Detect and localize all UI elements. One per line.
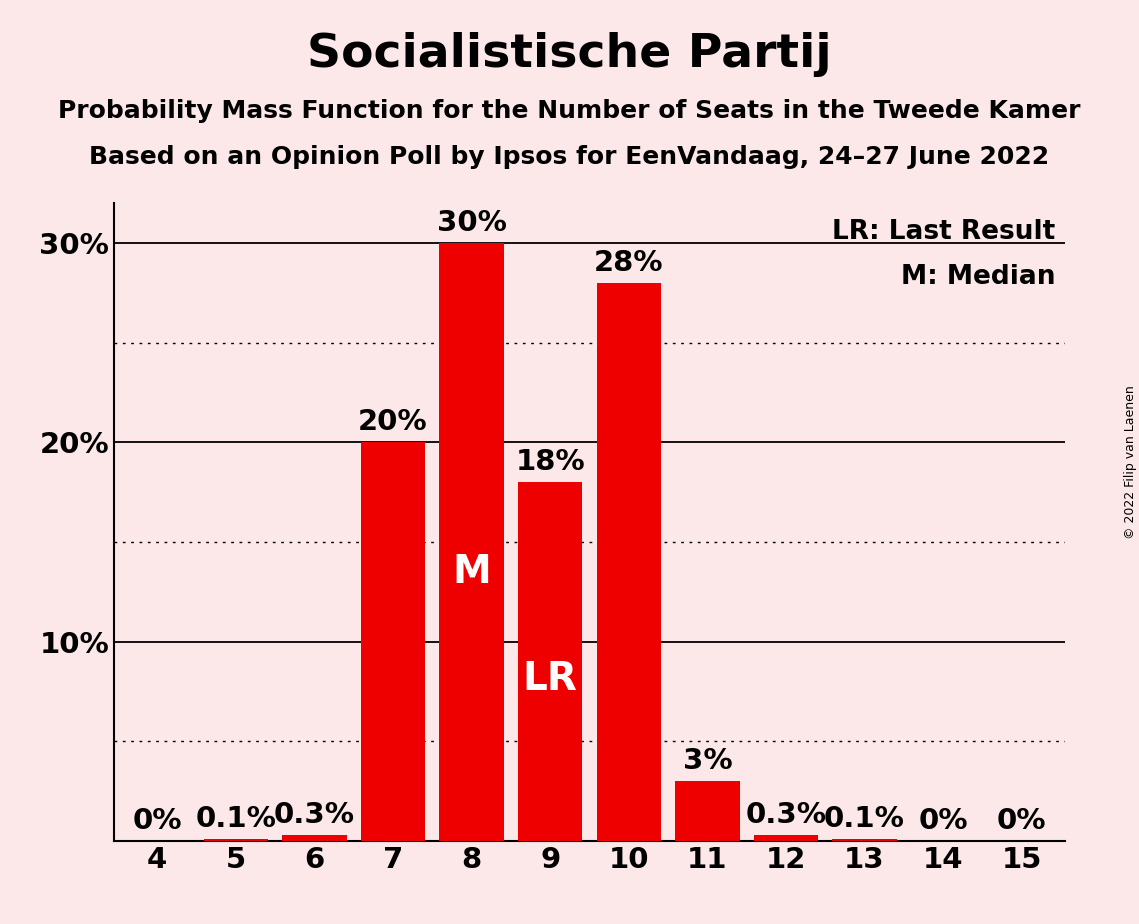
Bar	[675, 781, 739, 841]
Text: M: Median: M: Median	[901, 264, 1056, 290]
Text: 0.3%: 0.3%	[745, 801, 827, 829]
Text: Socialistische Partij: Socialistische Partij	[308, 32, 831, 78]
Bar	[518, 482, 582, 841]
Text: Probability Mass Function for the Number of Seats in the Tweede Kamer: Probability Mass Function for the Number…	[58, 99, 1081, 123]
Text: 0.3%: 0.3%	[273, 801, 355, 829]
Text: 0.1%: 0.1%	[195, 805, 276, 833]
Text: 0%: 0%	[997, 807, 1047, 835]
Text: LR: LR	[523, 661, 577, 699]
Text: 0.1%: 0.1%	[825, 805, 906, 833]
Text: Based on an Opinion Poll by Ipsos for EenVandaag, 24–27 June 2022: Based on an Opinion Poll by Ipsos for Ee…	[90, 145, 1049, 169]
Text: 28%: 28%	[593, 249, 664, 277]
Text: © 2022 Filip van Laenen: © 2022 Filip van Laenen	[1124, 385, 1137, 539]
Text: LR: Last Result: LR: Last Result	[833, 219, 1056, 245]
Text: 0%: 0%	[132, 807, 182, 835]
Text: 30%: 30%	[436, 209, 507, 237]
Bar	[282, 835, 346, 841]
Bar	[440, 243, 503, 841]
Text: 3%: 3%	[682, 748, 732, 775]
Text: M: M	[452, 553, 491, 590]
Text: 18%: 18%	[515, 448, 585, 476]
Text: 0%: 0%	[918, 807, 968, 835]
Bar	[597, 283, 661, 841]
Bar	[204, 839, 268, 841]
Text: 20%: 20%	[358, 408, 428, 436]
Bar	[754, 835, 818, 841]
Bar	[833, 839, 896, 841]
Bar	[361, 443, 425, 841]
